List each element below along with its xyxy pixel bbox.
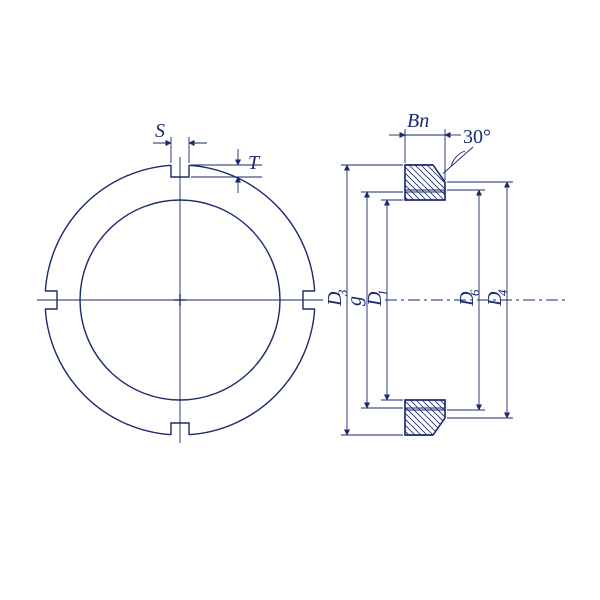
svg-text:g: g bbox=[344, 296, 366, 306]
svg-text:4: 4 bbox=[495, 289, 510, 296]
svg-text:T: T bbox=[248, 152, 261, 174]
technical-drawing: ST Bn30°D3gD1D6D4 bbox=[0, 0, 600, 600]
svg-text:30°: 30° bbox=[463, 126, 491, 148]
svg-text:S: S bbox=[155, 120, 165, 142]
svg-text:6: 6 bbox=[467, 289, 482, 296]
svg-text:3: 3 bbox=[335, 289, 350, 297]
svg-text:1: 1 bbox=[375, 290, 390, 297]
front-view: ST bbox=[37, 120, 323, 443]
svg-text:Bn: Bn bbox=[407, 110, 429, 132]
side-view: Bn30°D3gD1D6D4 bbox=[324, 0, 565, 600]
